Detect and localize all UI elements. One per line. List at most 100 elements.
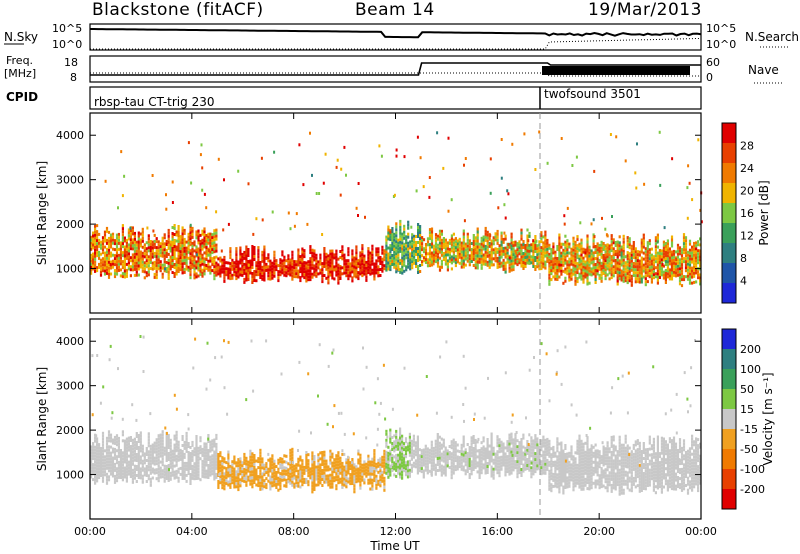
data-cell (223, 264, 226, 268)
data-cell (125, 262, 128, 266)
data-cell (141, 254, 144, 258)
data-cell (261, 481, 264, 485)
data-cell (163, 251, 166, 255)
data-cell (92, 258, 95, 262)
data-cell (329, 476, 332, 480)
data-cell (355, 471, 358, 475)
data-cell (401, 250, 404, 254)
data-cell (361, 250, 364, 254)
data-cell (98, 265, 101, 269)
data-cell (105, 439, 109, 443)
data-cell (648, 272, 651, 276)
data-cell (355, 272, 358, 276)
data-cell (159, 460, 162, 464)
data-cell (203, 230, 206, 234)
data-cell (223, 475, 226, 479)
data-cell (682, 248, 686, 252)
data-cell (117, 454, 120, 458)
data-cell (580, 247, 583, 251)
data-cell (538, 240, 541, 244)
data-cell (213, 244, 216, 248)
data-cell (428, 195, 431, 199)
data-cell (335, 487, 338, 491)
data-cell (181, 244, 184, 248)
data-cell (193, 468, 196, 472)
data-cell (512, 268, 515, 272)
data-cell (189, 446, 192, 449)
data-cell (560, 269, 563, 273)
data-cell (672, 264, 676, 268)
data-cell (546, 247, 549, 251)
data-cell (147, 459, 150, 463)
data-cell (261, 475, 264, 479)
data-cell (670, 244, 674, 248)
data-cell (139, 232, 142, 236)
data-cell (542, 244, 545, 248)
data-cell (672, 249, 676, 253)
data-cell (255, 483, 258, 487)
data-cell (612, 256, 615, 260)
data-cell (207, 452, 210, 455)
data-cell (662, 276, 665, 280)
data-cell (666, 263, 669, 267)
data-cell (107, 236, 111, 240)
data-cell (403, 251, 406, 255)
data-cell (139, 458, 142, 462)
data-cell (259, 270, 262, 273)
data-cell (177, 237, 180, 240)
data-cell (478, 242, 481, 246)
data-cell (554, 271, 557, 275)
data-cell (299, 467, 302, 471)
data-cell (221, 468, 224, 472)
data-cell (117, 475, 120, 479)
data-cell (363, 254, 366, 258)
data-cell (321, 233, 324, 236)
data-cell (385, 432, 388, 436)
data-cell (125, 440, 128, 444)
data-cell (546, 256, 549, 260)
data-cell (195, 260, 198, 264)
data-cell (363, 257, 366, 261)
data-cell (135, 441, 138, 444)
data-cell (401, 247, 404, 251)
data-cell (139, 241, 142, 245)
data-cell (233, 485, 236, 489)
data-cell (239, 249, 242, 253)
data-cell (183, 473, 186, 477)
data-cell (137, 452, 140, 455)
data-cell (688, 269, 692, 273)
data-cell (624, 255, 627, 259)
data-cell (187, 442, 190, 445)
data-cell (96, 440, 99, 444)
data-cell (135, 465, 138, 468)
data-cell (600, 279, 603, 283)
data-cell (107, 469, 111, 473)
data-cell (321, 457, 324, 460)
data-cell (407, 247, 410, 251)
data-cell (96, 479, 99, 483)
data-cell (263, 278, 266, 282)
data-cell (434, 251, 438, 255)
data-cell (371, 478, 374, 482)
data-cell (438, 256, 442, 260)
data-cell (369, 269, 372, 273)
data-cell (538, 243, 541, 247)
data-cell (610, 255, 613, 259)
data-cell (301, 259, 304, 263)
data-cell (628, 237, 631, 241)
data-cell (399, 469, 402, 473)
data-cell (103, 272, 107, 276)
data-cell (209, 250, 212, 254)
data-cell (92, 255, 95, 259)
data-cell (115, 476, 119, 480)
data-cell (329, 458, 332, 462)
data-cell (351, 458, 354, 461)
data-cell (251, 476, 254, 480)
data-cell (167, 264, 170, 268)
data-cell (275, 477, 278, 480)
data-cell (614, 262, 617, 265)
data-cell (662, 246, 665, 250)
data-cell (489, 191, 492, 195)
data-cell (670, 268, 674, 272)
data-cell (421, 242, 424, 246)
